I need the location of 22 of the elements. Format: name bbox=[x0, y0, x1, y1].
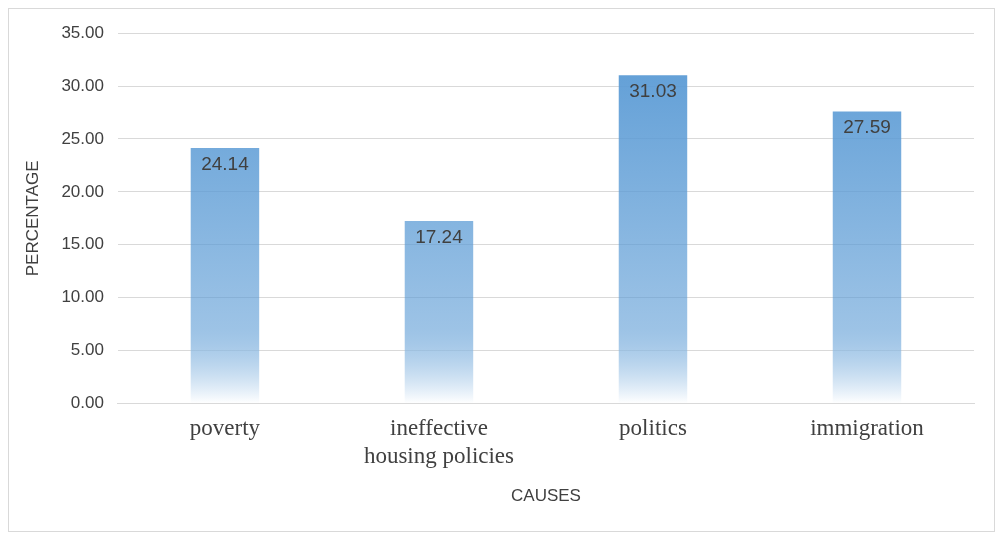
y-tick-label: 20.00 bbox=[61, 181, 104, 201]
y-tick-label: 35.00 bbox=[61, 22, 104, 42]
data-label: 27.59 bbox=[843, 116, 891, 138]
x-axis-title: CAUSES bbox=[511, 486, 581, 506]
x-tick-label: ineffective housing policies bbox=[363, 415, 515, 468]
bar bbox=[618, 75, 688, 403]
bar bbox=[832, 111, 902, 403]
y-tick-label: 30.00 bbox=[61, 75, 104, 95]
y-tick-label: 0.00 bbox=[70, 393, 104, 413]
y-tick-label: 25.00 bbox=[61, 128, 104, 148]
y-tick-label: 5.00 bbox=[70, 340, 104, 360]
y-tick-label: 15.00 bbox=[61, 234, 104, 254]
data-label: 24.14 bbox=[201, 152, 250, 174]
x-tick-label: poverty bbox=[189, 415, 261, 441]
x-tick-label: immigration bbox=[810, 415, 925, 441]
x-tick-label: politics bbox=[619, 415, 687, 441]
bar bbox=[404, 221, 474, 403]
y-axis-title: PERCENTAGE bbox=[22, 160, 42, 277]
bar bbox=[190, 148, 260, 403]
data-label: 31.03 bbox=[629, 79, 677, 101]
data-label: 17.24 bbox=[415, 225, 464, 247]
y-tick-label: 10.00 bbox=[61, 287, 104, 307]
